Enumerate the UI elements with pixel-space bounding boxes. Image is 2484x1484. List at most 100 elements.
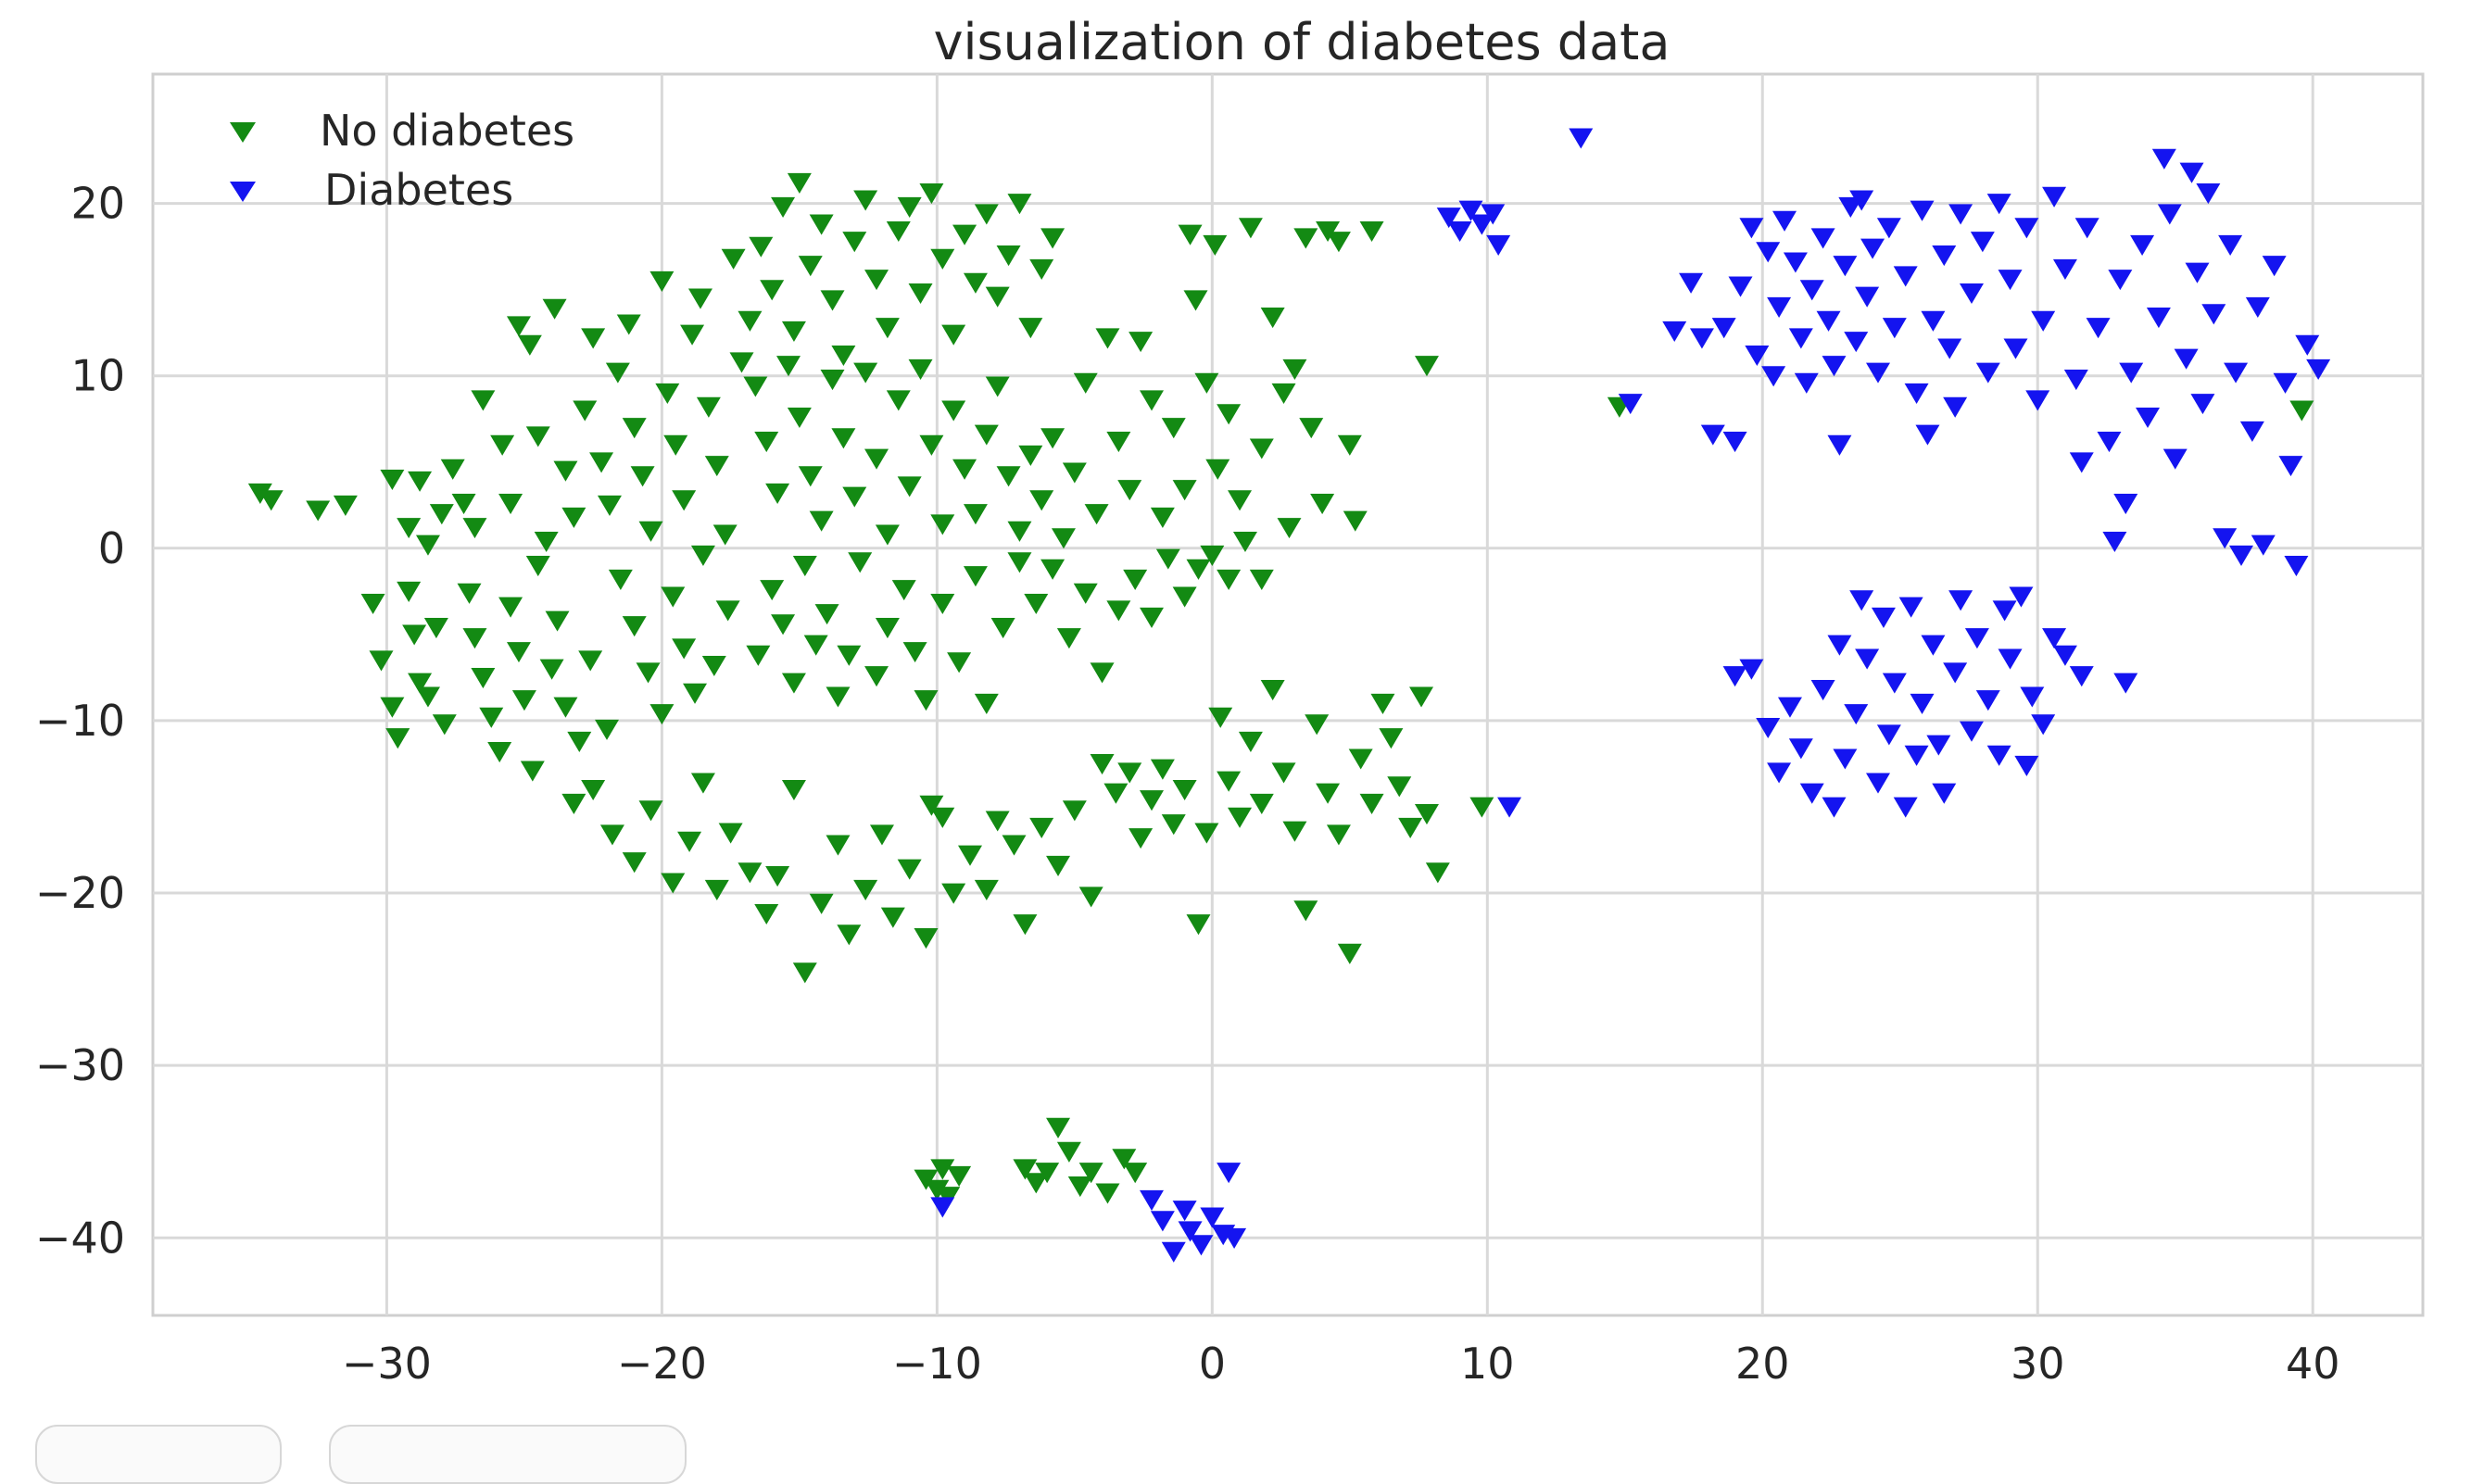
- point-no-diabetes: [397, 581, 422, 603]
- point-diabetes: [2273, 372, 2298, 394]
- point-no-diabetes: [561, 507, 586, 529]
- point-no-diabetes: [578, 650, 603, 672]
- point-no-diabetes: [1002, 835, 1027, 856]
- point-diabetes: [2229, 545, 2253, 566]
- point-diabetes: [2130, 234, 2155, 256]
- point-no-diabetes: [701, 655, 726, 677]
- point-no-diabetes: [369, 650, 394, 672]
- point-no-diabetes: [985, 376, 1010, 397]
- point-no-diabetes: [809, 214, 834, 235]
- x-tick-label: 10: [1460, 1339, 1515, 1389]
- point-no-diabetes: [952, 224, 977, 245]
- point-diabetes: [2146, 308, 2171, 329]
- point-no-diabetes: [853, 190, 878, 211]
- legend-label-diabetes: Diabetes: [324, 165, 513, 215]
- point-no-diabetes: [1078, 1163, 1103, 1184]
- point-no-diabetes: [952, 459, 977, 480]
- point-no-diabetes: [1007, 194, 1032, 215]
- point-no-diabetes: [608, 569, 633, 591]
- point-diabetes: [1469, 214, 1494, 235]
- point-no-diabetes: [511, 690, 536, 711]
- point-diabetes: [1799, 783, 1824, 804]
- point-no-diabetes: [1186, 914, 1211, 936]
- point-diabetes: [1948, 204, 1973, 225]
- point-no-diabetes: [696, 396, 721, 418]
- point-no-diabetes: [1013, 1159, 1038, 1180]
- point-diabetes: [2025, 390, 2050, 411]
- point-no-diabetes: [826, 835, 851, 856]
- point-diabetes: [1833, 748, 1858, 770]
- point-diabetes: [1943, 662, 1968, 684]
- point-no-diabetes: [765, 866, 790, 887]
- point-no-diabetes: [897, 476, 922, 497]
- point-no-diabetes: [792, 556, 817, 577]
- point-no-diabetes: [1316, 783, 1341, 804]
- point-no-diabetes: [891, 580, 916, 601]
- point-no-diabetes: [380, 697, 405, 718]
- point-no-diabetes: [1073, 372, 1098, 394]
- point-no-diabetes: [886, 390, 911, 411]
- point-diabetes: [1161, 1241, 1186, 1263]
- point-no-diabetes: [1469, 797, 1494, 818]
- point-no-diabetes: [545, 610, 570, 632]
- point-no-diabetes: [919, 183, 944, 205]
- point-no-diabetes: [599, 824, 624, 846]
- point-no-diabetes: [1414, 804, 1439, 825]
- point-no-diabetes: [760, 280, 785, 301]
- point-no-diabetes: [1398, 817, 1423, 839]
- point-no-diabetes: [853, 362, 878, 384]
- point-no-diabetes: [738, 862, 763, 884]
- point-no-diabetes: [1155, 548, 1180, 570]
- point-no-diabetes: [749, 236, 774, 258]
- point-diabetes: [1799, 280, 1824, 301]
- point-no-diabetes: [1326, 824, 1351, 846]
- point-no-diabetes: [683, 683, 708, 704]
- point-diabetes: [1618, 394, 1643, 415]
- point-diabetes: [2224, 362, 2249, 384]
- point-diabetes: [1178, 1221, 1203, 1242]
- point-no-diabetes: [1200, 545, 1225, 566]
- point-no-diabetes: [1310, 494, 1335, 515]
- point-no-diabetes: [1409, 686, 1434, 708]
- point-diabetes: [1921, 635, 1946, 656]
- point-diabetes: [1975, 690, 2000, 711]
- point-diabetes: [930, 1197, 955, 1218]
- y-tick-label: 20: [70, 179, 125, 229]
- point-no-diabetes: [1249, 793, 1274, 814]
- point-no-diabetes: [738, 310, 763, 332]
- point-diabetes: [1822, 356, 1847, 377]
- point-no-diabetes: [1348, 748, 1373, 770]
- point-no-diabetes: [1232, 531, 1257, 553]
- point-diabetes: [2063, 370, 2088, 391]
- point-no-diabetes: [869, 824, 894, 846]
- point-no-diabetes: [690, 773, 715, 794]
- point-diabetes: [1986, 194, 2011, 215]
- point-diabetes: [2042, 628, 2067, 649]
- point-diabetes: [1569, 128, 1594, 149]
- point-diabetes: [1833, 256, 1858, 277]
- point-diabetes: [1943, 396, 1968, 418]
- point-diabetes: [1788, 328, 1813, 349]
- point-no-diabetes: [415, 534, 440, 556]
- point-diabetes: [2174, 348, 2199, 370]
- point-no-diabetes: [820, 290, 845, 311]
- point-diabetes: [1788, 738, 1813, 760]
- point-no-diabetes: [826, 686, 851, 708]
- point-no-diabetes: [1238, 731, 1263, 752]
- point-diabetes: [1860, 238, 1885, 259]
- point-no-diabetes: [1024, 1173, 1049, 1194]
- point-diabetes: [1662, 321, 1687, 343]
- tick-labels: −30 −20 −10 0 10 20 30 40 −40 −30 −20 −10 0 10 20: [35, 179, 2340, 1389]
- y-tick-label: −10: [35, 696, 125, 746]
- point-no-diabetes: [1186, 559, 1211, 580]
- point-diabetes: [1937, 338, 1962, 359]
- point-diabetes: [2003, 338, 2028, 359]
- point-no-diabetes: [1106, 432, 1131, 453]
- point-no-diabetes: [781, 673, 806, 694]
- point-diabetes: [2113, 673, 2138, 694]
- y-tick-label: −30: [35, 1040, 125, 1090]
- point-no-diabetes: [622, 616, 647, 637]
- point-diabetes: [2042, 186, 2067, 208]
- point-no-diabetes: [985, 286, 1010, 308]
- point-no-diabetes: [1379, 728, 1404, 749]
